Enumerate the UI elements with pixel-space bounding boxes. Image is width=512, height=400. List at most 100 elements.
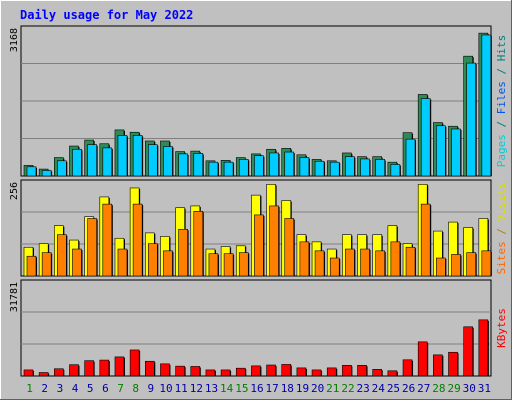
x-label-day: 23 — [357, 382, 370, 395]
bar-kbytes-day-29 — [448, 351, 458, 377]
axis-label-part: Hits — [495, 35, 508, 62]
bar-sites-day-6 — [102, 203, 113, 277]
x-label-day: 2 — [41, 382, 48, 395]
x-label-day: 11 — [175, 382, 188, 395]
x-label-day: 27 — [417, 382, 430, 395]
bar-sites-day-30 — [466, 252, 476, 277]
bar-sites-day-13 — [208, 253, 219, 277]
bar-sites-day-28 — [436, 257, 446, 277]
bar-files-day-23 — [360, 158, 370, 177]
bar-files-day-16 — [254, 155, 264, 177]
x-label-day: 12 — [190, 382, 203, 395]
bar-files-day-3 — [57, 160, 67, 177]
x-label-day: 26 — [402, 382, 415, 395]
x-label-day: 7 — [117, 382, 124, 395]
x-label-day: 1 — [26, 382, 33, 395]
bar-files-day-25 — [390, 164, 401, 177]
bar-sites-day-18 — [284, 218, 295, 277]
bar-files-day-22 — [345, 156, 355, 177]
bar-files-day-30 — [466, 62, 476, 177]
bar-files-day-1 — [26, 166, 37, 177]
bar-kbytes-day-23 — [357, 364, 367, 377]
x-label-day: 16 — [250, 382, 263, 395]
axis-label-part: KBytes — [495, 308, 508, 348]
x-label-day: 3 — [57, 382, 64, 395]
bar-sites-day-25 — [390, 241, 401, 277]
bar-sites-day-27 — [420, 203, 431, 277]
bar-sites-day-1 — [26, 255, 37, 277]
bar-kbytes-day-7 — [114, 356, 125, 377]
bar-kbytes-day-13 — [205, 369, 216, 377]
bar-sites-day-12 — [193, 211, 204, 277]
axis-label-hits: Pages / Files / Hits — [495, 35, 508, 168]
x-label-day: 4 — [72, 382, 79, 395]
bar-sites-day-23 — [360, 248, 370, 277]
bar-files-day-2 — [41, 170, 52, 177]
bar-kbytes-day-1 — [23, 369, 34, 377]
bar-files-day-24 — [375, 159, 386, 177]
bar-sites-day-11 — [178, 228, 188, 277]
axis-label-kbytes: KBytes — [495, 308, 508, 348]
bar-sites-day-19 — [299, 241, 310, 277]
bar-files-day-6 — [102, 147, 113, 177]
bar-kbytes-day-4 — [69, 364, 79, 377]
bar-sites-day-10 — [163, 250, 173, 277]
series-kbytes — [23, 319, 489, 377]
x-label-day: 15 — [235, 382, 248, 395]
x-label-day: 31 — [478, 382, 491, 395]
x-label-day: 20 — [311, 382, 324, 395]
bar-kbytes-day-31 — [478, 319, 489, 377]
max-label-kbytes: 31781 — [9, 282, 20, 312]
bar-files-day-12 — [193, 153, 204, 177]
bar-sites-day-7 — [117, 248, 128, 277]
bar-kbytes-day-28 — [433, 354, 443, 377]
bar-kbytes-day-14 — [220, 369, 231, 377]
bar-files-day-10 — [163, 146, 173, 177]
bar-kbytes-day-21 — [326, 367, 337, 377]
x-label-day: 24 — [372, 382, 386, 395]
axis-label-part: / — [495, 61, 508, 81]
x-label-day: 5 — [87, 382, 94, 395]
bar-kbytes-day-15 — [235, 367, 246, 377]
bar-sites-day-3 — [57, 234, 67, 277]
bar-kbytes-day-30 — [463, 326, 473, 377]
bar-sites-day-22 — [345, 248, 355, 277]
axis-label-part: Files — [495, 81, 508, 114]
bar-files-day-19 — [299, 157, 310, 177]
bar-files-day-18 — [284, 151, 295, 177]
bar-files-day-5 — [87, 144, 97, 177]
bar-sites-day-16 — [254, 214, 264, 277]
bar-kbytes-day-2 — [38, 372, 49, 377]
bar-sites-day-20 — [314, 250, 325, 277]
series-sites — [26, 203, 492, 277]
x-label-day: 21 — [326, 382, 339, 395]
bar-sites-day-5 — [87, 218, 97, 277]
bar-kbytes-day-12 — [190, 366, 201, 377]
bar-files-day-29 — [451, 128, 461, 177]
x-label-day: 19 — [296, 382, 309, 395]
bar-sites-day-4 — [72, 248, 82, 277]
x-label-day: 14 — [220, 382, 234, 395]
x-label-day: 8 — [132, 382, 139, 395]
bar-files-day-7 — [117, 135, 128, 177]
x-label-day: 13 — [205, 382, 218, 395]
bar-kbytes-day-10 — [160, 363, 170, 377]
x-label-day: 9 — [148, 382, 155, 395]
series-files — [26, 34, 492, 177]
bar-sites-day-24 — [375, 250, 386, 277]
bar-files-day-14 — [223, 161, 234, 177]
bar-files-day-20 — [314, 160, 325, 177]
bar-files-day-31 — [481, 34, 492, 177]
bar-kbytes-day-9 — [144, 360, 155, 377]
bar-kbytes-day-27 — [417, 341, 428, 377]
axis-label-part: Visits — [495, 182, 508, 222]
bar-files-day-11 — [178, 153, 188, 177]
bar-sites-day-8 — [132, 203, 143, 277]
bar-files-day-4 — [72, 148, 82, 177]
bar-kbytes-day-3 — [54, 368, 64, 377]
bar-sites-day-29 — [451, 254, 461, 277]
bar-sites-day-21 — [329, 257, 340, 277]
axis-label-part: Pages — [495, 134, 508, 167]
x-label-day: 25 — [387, 382, 400, 395]
x-label-day: 29 — [447, 382, 460, 395]
